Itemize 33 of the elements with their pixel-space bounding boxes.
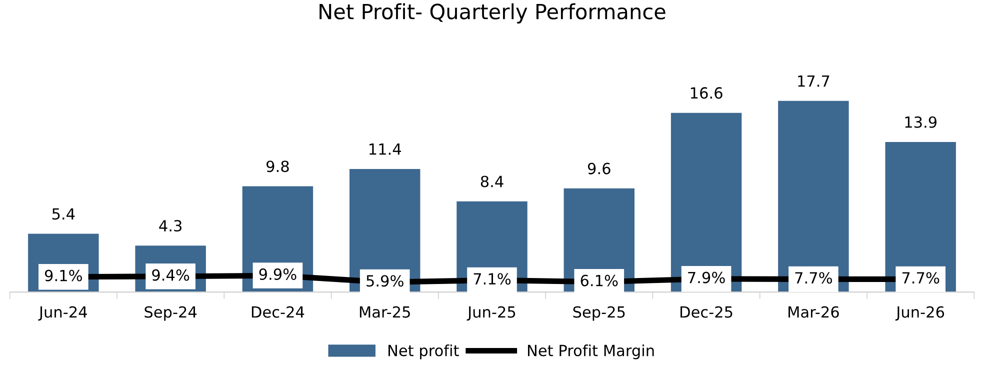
data-label: 6.1% — [580, 274, 618, 286]
data-label: 5.9% — [366, 275, 404, 287]
data-label: 9.4% — [152, 269, 190, 281]
data-label: 9.6 — [588, 162, 610, 174]
x-tick-label: Dec-24 — [252, 306, 304, 318]
x-tick-label: Jun-26 — [895, 306, 944, 321]
data-label: 9.8 — [266, 160, 289, 172]
chart-title: Net Profit- Quarterly Performance — [320, 3, 666, 24]
x-tick-label: Dec-25 — [680, 306, 732, 318]
data-label: 11.4 — [370, 144, 402, 155]
bar — [670, 112, 742, 292]
data-label: 9.1% — [44, 270, 82, 282]
data-label: 4.3 — [159, 220, 182, 232]
bar — [778, 100, 849, 292]
data-label: 7.1% — [474, 273, 511, 285]
x-tick-label: Mar-25 — [360, 306, 410, 318]
bar — [885, 142, 956, 292]
data-label: 9.9% — [259, 268, 296, 280]
data-label: 7.7% — [795, 272, 832, 284]
x-tick-label: Jun-24 — [38, 306, 87, 321]
x-tick-label: Jun-25 — [466, 306, 516, 321]
x-tick-label: Sep-25 — [573, 306, 625, 321]
x-tick-label: Sep-24 — [144, 306, 197, 321]
data-label: 16.6 — [690, 87, 722, 99]
data-label: 7.9% — [688, 272, 725, 284]
data-label: 13.9 — [905, 116, 937, 128]
x-tick-label: Mar-26 — [788, 306, 839, 318]
data-label: 17.7 — [798, 76, 830, 87]
legend-label: Net Profit Margin — [528, 344, 654, 360]
data-label: 8.4 — [480, 176, 504, 188]
data-label: 7.7% — [902, 272, 940, 284]
legend-label: Net profit — [388, 344, 459, 360]
data-label: 5.4 — [52, 208, 75, 220]
